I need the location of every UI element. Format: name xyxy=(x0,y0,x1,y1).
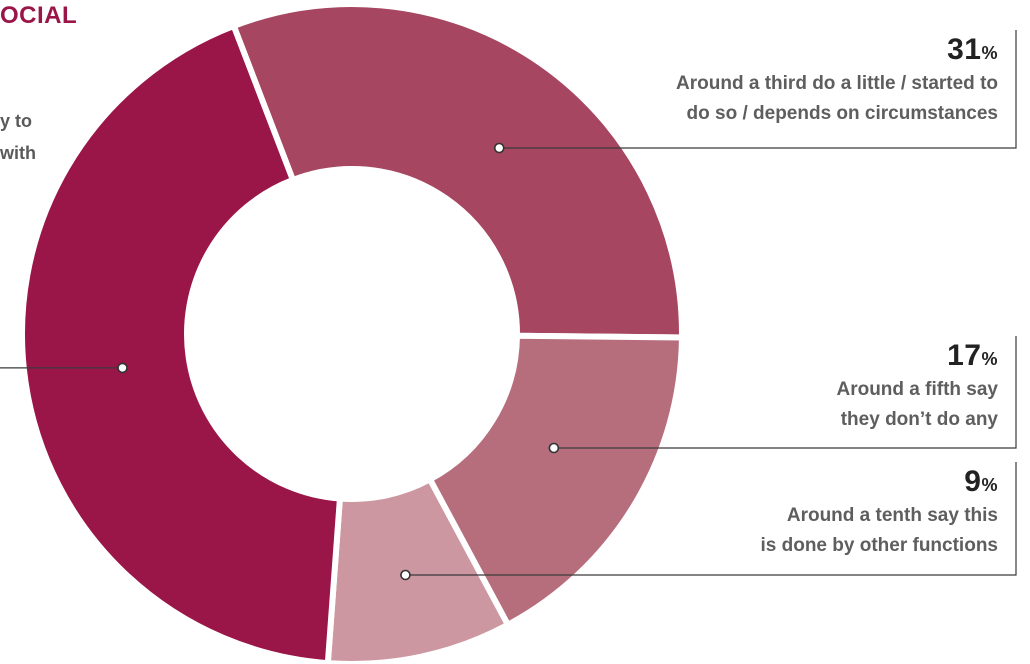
callout-17-unit: % xyxy=(981,349,998,369)
slice-31 xyxy=(229,1,685,341)
leader-lines xyxy=(0,30,1017,581)
leader-large-marker xyxy=(117,362,128,374)
slice-17 xyxy=(425,332,686,629)
left-text-line-2: with xyxy=(0,143,36,163)
leader-17-line xyxy=(553,336,1017,449)
callout-17-percent: 17% xyxy=(836,340,998,375)
callout-31-percent: 31% xyxy=(676,34,998,69)
callout-31: 31% Around a third do a little / started… xyxy=(676,34,998,129)
callout-31-line-2: do so / depends on circumstances xyxy=(686,103,998,124)
leader-31-marker xyxy=(493,142,505,154)
callout-9-percent: 9% xyxy=(760,466,998,501)
callout-17: 17% Around a fifth say they don’t do any xyxy=(836,340,998,435)
leader-31-line xyxy=(499,30,1017,149)
callout-9: 9% Around a tenth say this is done by ot… xyxy=(760,466,998,561)
callout-31-unit: % xyxy=(981,43,998,63)
callout-17-line-1: Around a fifth say xyxy=(836,379,998,400)
slice-large xyxy=(19,22,344,664)
callout-31-value: 31 xyxy=(947,33,982,66)
callout-9-line-2: is done by other functions xyxy=(760,535,998,556)
leader-9-marker xyxy=(400,569,411,581)
callout-9-value: 9 xyxy=(964,465,982,498)
callout-31-line-1: Around a third do a little / started to xyxy=(676,73,998,94)
chart-title-fragment: OCIAL xyxy=(0,2,78,29)
callout-9-unit: % xyxy=(981,475,998,495)
callout-17-line-2: they don’t do any xyxy=(840,409,998,430)
leader-17-marker xyxy=(548,442,560,454)
callout-17-value: 17 xyxy=(947,339,982,372)
left-text-line-1: y to xyxy=(0,111,33,131)
callout-9-line-1: Around a tenth say this xyxy=(786,505,998,526)
donut-slices xyxy=(19,1,686,664)
leader-9-line xyxy=(405,462,1017,576)
